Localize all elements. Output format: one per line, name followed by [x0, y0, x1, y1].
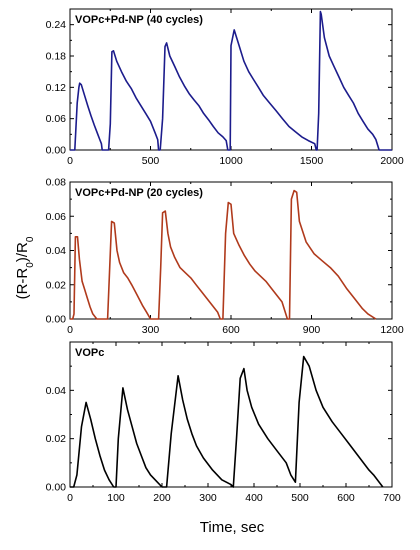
y-tick-label: 0.12: [46, 82, 67, 94]
x-axis-label: Time, sec: [200, 519, 265, 536]
panel-title: VOPc: [75, 347, 104, 359]
x-tick-label: 1000: [219, 155, 243, 167]
series-line: [70, 10, 392, 151]
panel-title: VOPc+Pd-NP (20 cycles): [75, 187, 203, 199]
plot-frame: [69, 181, 393, 320]
panel-title: VOPc+Pd-NP (40 cycles): [75, 14, 203, 26]
y-tick-label: 0.02: [46, 433, 67, 445]
x-tick-label: 200: [153, 492, 171, 504]
chart-panel: 0 100 200 300 400 500 600 700 0.00 0.02 0.04 VOPc: [46, 341, 401, 504]
y-axis-label-part: )/R: [14, 242, 31, 262]
x-tick-label: 600: [337, 492, 355, 504]
y-axis-label-part: (R-R: [14, 268, 31, 300]
series-line: [70, 355, 384, 488]
y-axis-label: (R-R0)/R0: [14, 236, 36, 299]
y-tick-label: 0.08: [46, 177, 67, 189]
x-tick-label: 0: [67, 155, 73, 167]
x-tick-label: 1200: [380, 324, 404, 336]
y-tick-label: 0.06: [46, 113, 67, 125]
y-tick-label: 0.04: [46, 385, 67, 397]
x-tick-label: 1500: [300, 155, 324, 167]
x-tick-label: 400: [245, 492, 263, 504]
plot-frame: [69, 341, 393, 488]
y-tick-label: 0.00: [46, 145, 67, 157]
series-line: [70, 189, 377, 320]
x-tick-label: 300: [142, 324, 160, 336]
x-tick-label: 900: [303, 324, 321, 336]
x-tick-label: 500: [291, 492, 309, 504]
y-tick-label: 0.02: [46, 279, 67, 291]
y-tick-label: 0.24: [46, 19, 67, 31]
x-tick-label: 100: [107, 492, 125, 504]
x-tick-label: 0: [67, 324, 73, 336]
x-tick-label: 300: [199, 492, 217, 504]
x-tick-label: 700: [383, 492, 401, 504]
y-axis-label-sub: 0: [25, 262, 36, 268]
y-tick-label: 0.04: [46, 245, 67, 257]
x-tick-label: 600: [222, 324, 240, 336]
x-tick-label: 500: [142, 155, 160, 167]
chart-panel: 0 300 600 900 1200 0.00 0.02 0.04 0.06 0.08 VOPc+P…: [46, 177, 404, 337]
y-tick-label: 0.00: [46, 482, 67, 494]
y-tick-label: 0.06: [46, 211, 67, 223]
y-tick-label: 0.00: [46, 314, 67, 326]
x-tick-label: 2000: [380, 155, 404, 167]
chart-panel: 0 500 1000 1500 2000 0.00 0.06 0.12 0.18 0.24 VOPc…: [46, 8, 404, 167]
y-tick-label: 0.18: [46, 51, 67, 63]
y-axis-label-sub: 0: [25, 236, 36, 242]
x-tick-label: 0: [67, 492, 73, 504]
